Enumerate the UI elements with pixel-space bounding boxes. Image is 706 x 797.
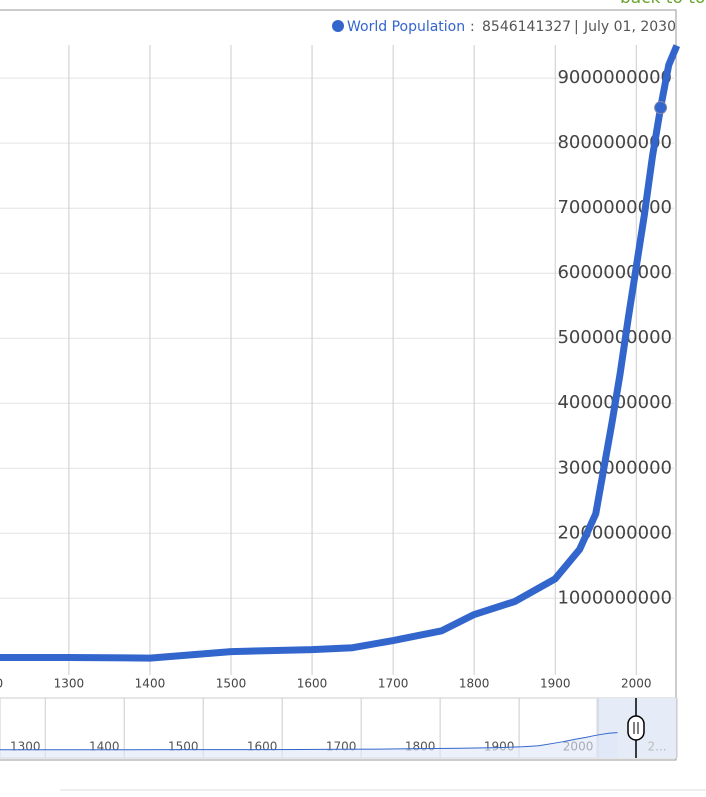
legend-separator: | bbox=[574, 19, 579, 35]
y-tick-label: 5000000000 bbox=[557, 327, 672, 348]
legend-separator: : bbox=[470, 19, 475, 35]
legend-date: July 01, 2030 bbox=[583, 19, 676, 35]
legend-dot bbox=[332, 20, 344, 32]
y-tick-label: 2000000000 bbox=[557, 522, 672, 543]
legend-value: 8546141327 bbox=[482, 19, 571, 35]
y-tick-label: 8000000000 bbox=[557, 132, 672, 153]
back-to-top-link[interactable]: back to top bbox=[620, 0, 706, 8]
selected-point bbox=[654, 101, 668, 115]
x-tick-label: 1300 bbox=[54, 677, 85, 691]
y-tick-label: 6000000000 bbox=[557, 262, 672, 283]
x-tick-label: 1200 bbox=[0, 677, 3, 691]
legend-name: World Population bbox=[347, 19, 465, 35]
x-tick-label: 1800 bbox=[459, 677, 490, 691]
x-tick-label: 1400 bbox=[135, 677, 166, 691]
navigator-handle[interactable] bbox=[627, 715, 645, 741]
navigator-line bbox=[0, 732, 618, 751]
x-tick-label: 1600 bbox=[297, 677, 328, 691]
x-tick-label: 1500 bbox=[216, 677, 247, 691]
y-tick-label: 9000000000 bbox=[557, 67, 672, 88]
y-tick-label: 3000000000 bbox=[557, 457, 672, 478]
y-tick-label: 7000000000 bbox=[557, 197, 672, 218]
navigator-tick-label: 2... bbox=[648, 740, 667, 754]
chart-frame bbox=[0, 9, 677, 761]
x-tick-label: 2000 bbox=[621, 677, 652, 691]
x-tick-label: 1900 bbox=[540, 677, 571, 691]
y-tick-label: 1000000000 bbox=[557, 587, 672, 608]
series-line bbox=[0, 44, 681, 662]
x-tick-label: 1700 bbox=[378, 677, 409, 691]
navigator-area bbox=[0, 732, 618, 758]
